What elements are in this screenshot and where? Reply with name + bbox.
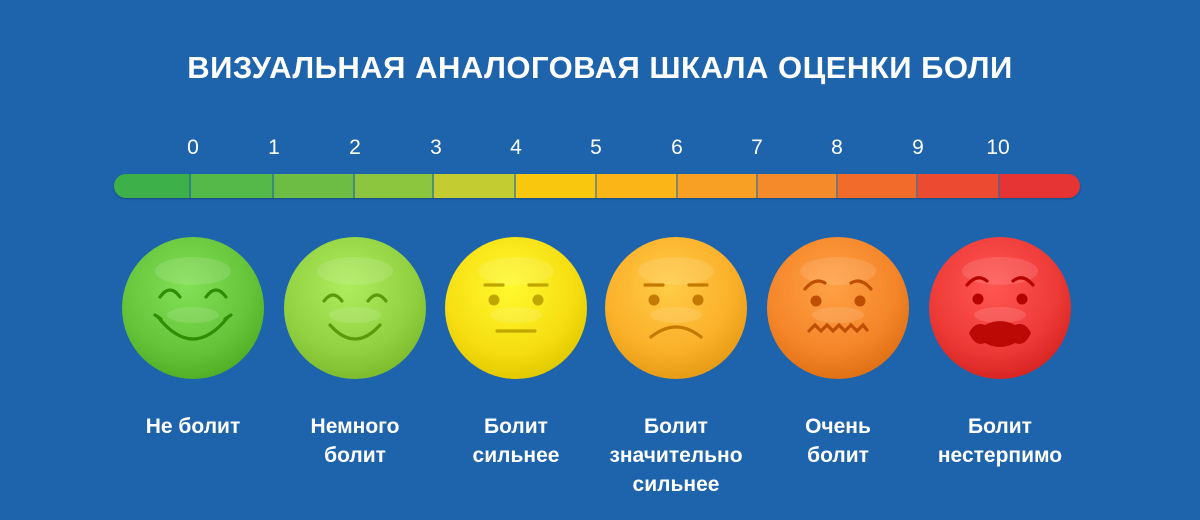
scale-tick-0: 0 bbox=[187, 136, 199, 159]
face-label: Болит значительно сильнее bbox=[609, 415, 743, 496]
scale-segment bbox=[274, 174, 355, 198]
scale-segment bbox=[678, 174, 758, 198]
face-label: Болит сильнее bbox=[472, 415, 560, 467]
agony-face-icon bbox=[925, 233, 1075, 383]
face-label: Немного болит bbox=[310, 415, 400, 467]
scale-tick-10: 10 bbox=[986, 136, 1010, 159]
scale-segment bbox=[597, 174, 678, 198]
scale-tick-1: 1 bbox=[268, 136, 280, 159]
worried-face-icon bbox=[763, 233, 913, 383]
big-smile-face-icon bbox=[118, 233, 268, 383]
page-title: ВИЗУАЛЬНАЯ АНАЛОГОВАЯ ШКАЛА ОЦЕНКИ БОЛИ bbox=[187, 50, 1013, 85]
scale-segment bbox=[114, 174, 191, 198]
scale-tick-9: 9 bbox=[912, 136, 924, 159]
scale-segment bbox=[434, 174, 516, 198]
scale-tick-4: 4 bbox=[510, 136, 522, 159]
scale-segment bbox=[758, 174, 838, 198]
frown-face-icon bbox=[601, 233, 751, 383]
scale-tick-7: 7 bbox=[751, 136, 763, 159]
scale-segment bbox=[191, 174, 274, 198]
pain-scale-bar bbox=[114, 174, 1080, 198]
scale-segment bbox=[516, 174, 597, 198]
scale-segment bbox=[838, 174, 918, 198]
neutral-face-icon bbox=[441, 233, 591, 383]
scale-tick-6: 6 bbox=[671, 136, 683, 159]
scale-segment bbox=[918, 174, 1000, 198]
face-label: Очень болит bbox=[805, 415, 871, 467]
face-label: Не болит bbox=[145, 415, 241, 438]
scale-tick-5: 5 bbox=[590, 136, 602, 159]
scale-tick-3: 3 bbox=[430, 136, 442, 159]
scale-tick-8: 8 bbox=[831, 136, 843, 159]
scale-segment bbox=[1000, 174, 1080, 198]
smile-face-icon bbox=[280, 233, 430, 383]
scale-segment bbox=[355, 174, 434, 198]
face-label: Болит нестерпимо bbox=[937, 415, 1063, 467]
scale-tick-2: 2 bbox=[349, 136, 361, 159]
